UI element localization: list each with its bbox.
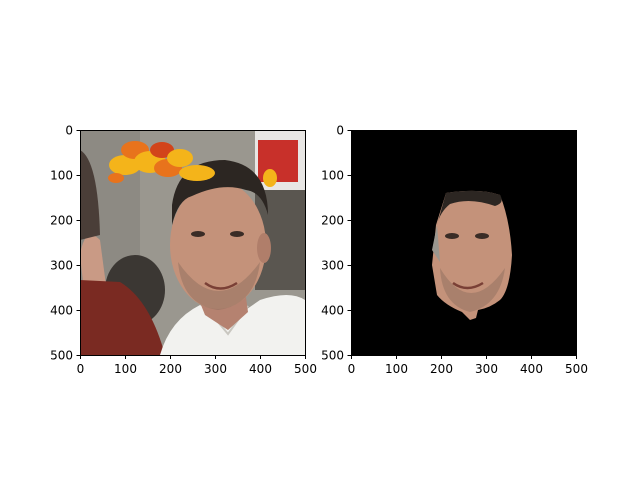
- face-mask-image: [351, 130, 576, 355]
- right-x-tick-label: 100: [385, 362, 408, 376]
- right-x-tick-label: 400: [520, 362, 543, 376]
- left-x-tick-label: 0: [77, 362, 85, 376]
- right-y-axis: 0 100 200 300 400 500: [321, 124, 352, 363]
- left-y-tick-label: 400: [50, 304, 73, 318]
- right-y-tick-label: 400: [321, 304, 344, 318]
- right-x-tick-label: 200: [430, 362, 453, 376]
- right-y-tick-label: 100: [321, 169, 344, 183]
- left-image-panel: 0 100 200 300 400 500 0 100 200 300 400 500: [50, 124, 317, 377]
- left-y-tick-label: 300: [50, 259, 73, 273]
- left-x-tick-label: 200: [159, 362, 182, 376]
- right-x-tick-label: 300: [475, 362, 498, 376]
- left-x-tick-label: 400: [249, 362, 272, 376]
- right-x-tick-label: 0: [348, 362, 356, 376]
- right-image-panel: 0 100 200 300 400 500 0 100 200 300 400 500: [321, 124, 588, 377]
- left-y-axis: 0 100 200 300 400 500: [50, 124, 81, 363]
- right-y-tick-label: 0: [336, 124, 344, 138]
- left-y-tick-label: 500: [50, 349, 73, 363]
- original-photo: [80, 130, 305, 355]
- right-x-axis: 0 100 200 300 400 500: [348, 355, 588, 376]
- left-y-tick-label: 100: [50, 169, 73, 183]
- left-x-tick-label: 300: [204, 362, 227, 376]
- left-x-axis: 0 100 200 300 400 500: [77, 355, 317, 376]
- right-y-tick-label: 300: [321, 259, 344, 273]
- left-x-tick-label: 500: [294, 362, 317, 376]
- right-x-tick-label: 500: [565, 362, 588, 376]
- right-y-tick-label: 200: [321, 214, 344, 228]
- right-y-tick-label: 500: [321, 349, 344, 363]
- left-y-tick-label: 0: [65, 124, 73, 138]
- left-x-tick-label: 100: [114, 362, 137, 376]
- left-y-tick-label: 200: [50, 214, 73, 228]
